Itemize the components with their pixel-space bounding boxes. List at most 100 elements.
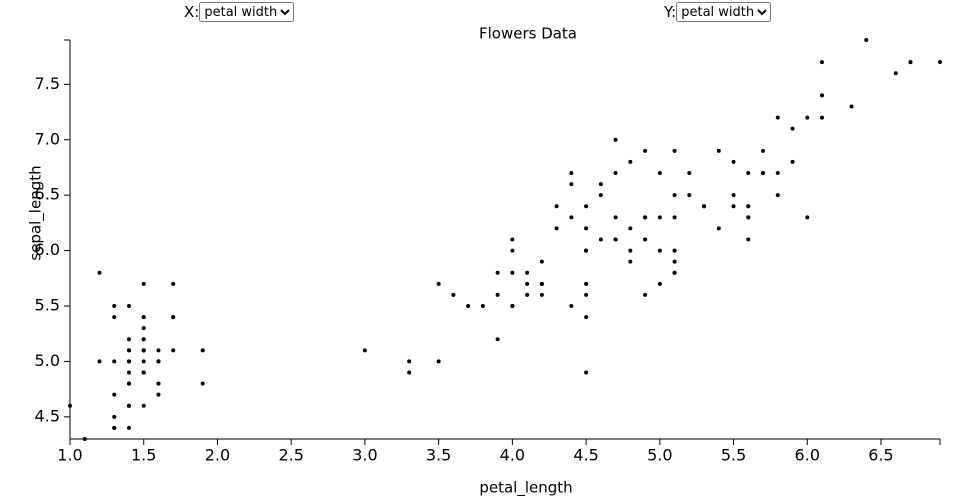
x-tick-label: 4.0 [500, 446, 525, 465]
point [451, 292, 456, 297]
point [613, 215, 618, 220]
point [466, 304, 471, 308]
point [657, 215, 662, 220]
point [407, 359, 412, 364]
y-tick-label: 5.0 [35, 351, 60, 370]
point [584, 292, 589, 297]
x-tick-label: 6.0 [795, 446, 820, 465]
point [141, 281, 146, 286]
point [613, 137, 618, 142]
point [569, 171, 574, 175]
point [584, 370, 589, 375]
point [569, 304, 574, 308]
point [598, 193, 603, 198]
point [657, 171, 662, 175]
point [657, 248, 662, 253]
x-tick-label: 5.0 [647, 446, 672, 465]
point [141, 370, 146, 375]
point [628, 226, 633, 231]
point [141, 337, 146, 342]
point [495, 337, 500, 342]
point [893, 71, 898, 76]
point [761, 148, 766, 153]
point [407, 370, 412, 375]
x-tick-label: 2.5 [278, 446, 303, 465]
point [480, 304, 485, 308]
point [672, 270, 677, 275]
point [554, 226, 559, 231]
point [790, 126, 795, 131]
point [790, 159, 795, 164]
point [126, 304, 131, 308]
x-control-label: X: [184, 3, 200, 21]
point [171, 348, 176, 353]
y-axis-label: sepal_length [27, 165, 46, 260]
point [510, 304, 515, 308]
x-tick-label: 3.0 [352, 446, 377, 465]
point [525, 281, 530, 286]
point [775, 171, 780, 175]
point [598, 237, 603, 242]
point [805, 115, 810, 120]
point [672, 215, 677, 220]
point [141, 403, 146, 408]
point [805, 215, 810, 220]
point [746, 215, 751, 220]
point [141, 326, 146, 331]
point [156, 348, 161, 353]
point [171, 281, 176, 286]
point [495, 270, 500, 275]
point [112, 392, 117, 397]
x-control: X: petal width [184, 2, 295, 22]
x-tick-label: 5.5 [721, 446, 746, 465]
point [672, 248, 677, 253]
point [156, 359, 161, 364]
point [761, 171, 766, 175]
point [112, 304, 117, 308]
point [584, 315, 589, 320]
point [613, 171, 618, 175]
y-tick-label: 6.5 [35, 185, 60, 204]
point [938, 60, 942, 65]
point [643, 148, 648, 153]
point [82, 437, 87, 441]
point [731, 204, 736, 209]
point [569, 215, 574, 220]
point [539, 292, 544, 297]
point [362, 348, 367, 353]
y-control: Y: petal width [664, 2, 772, 22]
point [539, 259, 544, 264]
point [584, 248, 589, 253]
chart-title: Flowers Data [479, 25, 577, 43]
point [126, 370, 131, 375]
x-tick-label: 2.0 [205, 446, 230, 465]
x-tick-label: 1.5 [131, 446, 156, 465]
point [126, 381, 131, 386]
point [746, 237, 751, 242]
point [569, 182, 574, 187]
point [126, 359, 131, 364]
point [539, 281, 544, 286]
point [864, 38, 869, 42]
point [672, 259, 677, 264]
y-tick-label: 6.0 [35, 240, 60, 259]
point [200, 381, 205, 386]
point [584, 226, 589, 231]
x-tick-label: 1.0 [57, 446, 82, 465]
point [746, 171, 751, 175]
point [112, 315, 117, 320]
point [628, 159, 633, 164]
x-tick-label: 6.5 [868, 446, 893, 465]
x-select[interactable]: petal width [199, 2, 295, 22]
point [716, 226, 721, 231]
point [775, 115, 780, 120]
point [436, 359, 441, 364]
point [628, 248, 633, 253]
y-tick-label: 4.5 [35, 406, 60, 425]
point [126, 403, 131, 408]
point [820, 115, 825, 120]
y-select[interactable]: petal width [676, 2, 772, 22]
point [746, 204, 751, 209]
point [171, 315, 176, 320]
